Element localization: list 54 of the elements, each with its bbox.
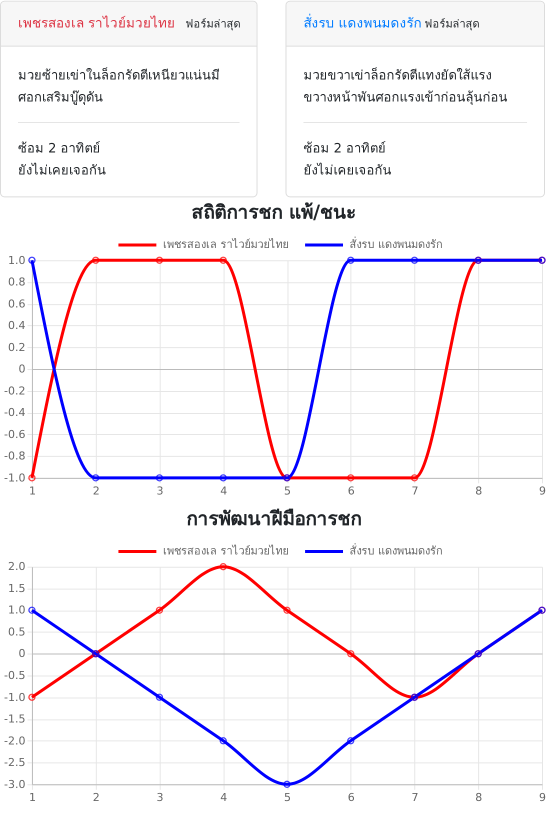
- y-tick-label: -0.2: [4, 384, 26, 398]
- chart-title: การพัฒนาฝีมือการชก: [186, 508, 362, 530]
- legend-label: สั่งรบ แดงพนมดงรัก: [350, 542, 443, 558]
- y-tick-label: 2.0: [8, 560, 26, 574]
- y-tick-label: 0.5: [8, 625, 26, 638]
- x-tick-label: 9: [539, 484, 546, 498]
- y-tick-label: -3.0: [4, 778, 26, 791]
- y-tick-label: -1.0: [4, 690, 26, 704]
- y-tick-label: -2.0: [4, 734, 26, 748]
- y-tick-label: -0.4: [4, 406, 26, 420]
- y-tick-label: -1.5: [4, 712, 26, 726]
- y-tick-label: 1.0: [8, 604, 26, 617]
- x-tick-label: 7: [412, 790, 418, 804]
- text: เพชรสองเล ราไวย์มวยไทย: [18, 16, 176, 32]
- x-tick-label: 6: [348, 790, 355, 804]
- legend-label: เพชรสองเล ราไวย์มวยไทย: [162, 238, 288, 252]
- x-tick-label: 5: [284, 790, 291, 804]
- text: สั่งรบ แดงพนมดงรัก: [303, 14, 422, 32]
- y-tick-label: 0.6: [8, 297, 26, 310]
- x-tick-label: 6: [348, 484, 355, 498]
- text: มวยซ้ายเข่าในล็อกรัดตีเหนียวแน่นมี ศอกเสริมบู๊ดุดัน: [18, 66, 220, 106]
- y-tick-label: 0.4: [8, 319, 26, 332]
- x-tick-label: 3: [156, 790, 164, 804]
- x-tick-label: 5: [284, 484, 291, 498]
- text: ฟอร์มล่าสุด: [424, 18, 480, 31]
- y-tick-label: 1.5: [8, 582, 26, 595]
- x-tick-label: 2: [92, 484, 100, 498]
- x-tick-label: 7: [412, 484, 418, 498]
- x-tick-label: 1: [28, 484, 36, 498]
- text: ซ้อม 2 อาทิตย์ ยังไม่เคยเจอกัน: [303, 140, 392, 178]
- y-tick-label: -1.0: [4, 471, 26, 484]
- x-tick-label: 9: [539, 790, 546, 804]
- x-tick-label: 4: [220, 484, 228, 498]
- y-tick-label: -0.8: [4, 450, 26, 463]
- text: ฟอร์มล่าสุด: [185, 18, 240, 31]
- text: มวยขวาเข่าล็อกรัดตีแทงยัดใส้แรง ขวางหน้าพันศอกแรงเข้าก่อนลุ้นก่อน: [303, 66, 508, 106]
- x-tick-label: 1: [28, 790, 36, 804]
- y-tick-label: -0.6: [4, 428, 26, 441]
- x-tick-label: 3: [156, 484, 164, 498]
- legend-label: เพชรสองเล ราไวย์มวยไทย: [162, 544, 288, 558]
- chart-title: สถิติการชก แพ้/ชนะ: [192, 201, 356, 224]
- x-tick-label: 8: [475, 790, 482, 804]
- legend-label: สั่งรบ แดงพนมดงรัก: [350, 236, 443, 252]
- y-tick-label: 0: [18, 362, 26, 376]
- y-tick-label: 0.2: [8, 340, 26, 354]
- y-tick-label: -2.5: [4, 756, 26, 770]
- x-tick-label: 4: [220, 790, 228, 804]
- text: ซ้อม 2 อาทิตย์ ยังไม่เคยเจอกัน: [18, 140, 106, 178]
- y-tick-label: 0.8: [8, 276, 26, 289]
- x-tick-label: 2: [92, 790, 100, 804]
- y-tick-label: -0.5: [4, 668, 26, 682]
- y-tick-label: 0: [18, 647, 26, 660]
- x-tick-label: 8: [475, 484, 482, 498]
- y-tick-label: 1.0: [8, 254, 26, 267]
